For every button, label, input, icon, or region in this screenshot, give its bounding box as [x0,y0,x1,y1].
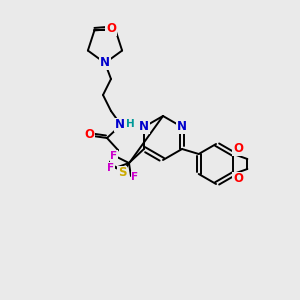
Text: F: F [131,172,139,182]
Text: N: N [177,121,187,134]
Text: O: O [233,172,243,185]
Text: H: H [126,119,134,129]
Text: O: O [84,128,94,142]
Text: O: O [106,22,116,35]
Text: S: S [118,167,126,179]
Text: F: F [107,163,115,173]
Text: F: F [110,151,118,161]
Text: N: N [115,118,125,131]
Text: N: N [100,56,110,70]
Text: N: N [139,121,149,134]
Text: O: O [233,142,243,155]
